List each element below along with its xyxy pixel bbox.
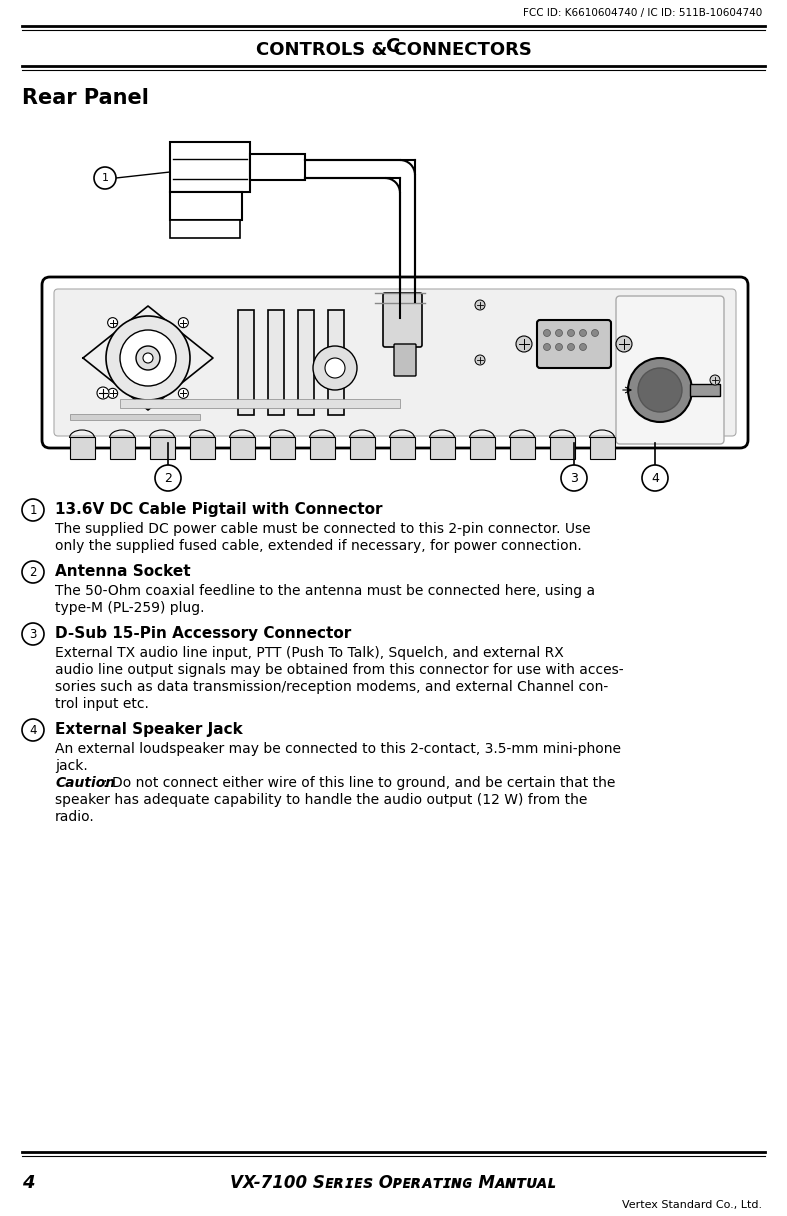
Text: 3: 3 bbox=[570, 472, 578, 484]
Text: 4: 4 bbox=[22, 1173, 35, 1192]
Circle shape bbox=[579, 343, 586, 350]
Bar bbox=[170, 220, 240, 238]
Text: jack.: jack. bbox=[55, 759, 87, 773]
Text: speaker has adequate capability to handle the audio output (12 W) from the: speaker has adequate capability to handl… bbox=[55, 793, 587, 807]
Circle shape bbox=[628, 358, 692, 422]
Bar bbox=[270, 437, 295, 458]
Bar bbox=[170, 192, 242, 220]
Circle shape bbox=[97, 387, 109, 399]
FancyBboxPatch shape bbox=[394, 344, 416, 376]
Bar bbox=[350, 437, 375, 458]
Text: 2: 2 bbox=[29, 565, 37, 579]
Bar bbox=[590, 437, 615, 458]
Text: type-M (PL-259) plug.: type-M (PL-259) plug. bbox=[55, 601, 205, 615]
Circle shape bbox=[22, 719, 44, 741]
Bar bbox=[430, 437, 455, 458]
Text: radio.: radio. bbox=[55, 810, 94, 824]
Bar bbox=[70, 437, 95, 458]
Text: D-Sub 15-Pin Accessory Connector: D-Sub 15-Pin Accessory Connector bbox=[55, 626, 351, 641]
Circle shape bbox=[136, 347, 160, 370]
Text: CONTROLS & CONNECTORS: CONTROLS & CONNECTORS bbox=[256, 41, 531, 60]
Circle shape bbox=[642, 465, 668, 491]
Circle shape bbox=[475, 300, 485, 310]
Text: The 50-Ohm coaxial feedline to the antenna must be connected here, using a: The 50-Ohm coaxial feedline to the anten… bbox=[55, 584, 595, 598]
Text: : Do not connect either wire of this line to ground, and be certain that the: : Do not connect either wire of this lin… bbox=[103, 776, 615, 790]
Bar bbox=[150, 437, 175, 458]
Text: C: C bbox=[386, 38, 401, 56]
Bar bbox=[250, 154, 305, 180]
Circle shape bbox=[313, 347, 357, 390]
Text: 3: 3 bbox=[29, 627, 37, 641]
Circle shape bbox=[475, 355, 485, 365]
Bar bbox=[238, 310, 254, 415]
Text: audio line output signals may be obtained from this connector for use with acces: audio line output signals may be obtaine… bbox=[55, 663, 623, 677]
Text: 4: 4 bbox=[651, 472, 659, 484]
Circle shape bbox=[120, 330, 176, 385]
Bar bbox=[690, 384, 720, 396]
Circle shape bbox=[567, 343, 575, 350]
Circle shape bbox=[108, 388, 117, 399]
Text: External Speaker Jack: External Speaker Jack bbox=[55, 722, 242, 737]
Circle shape bbox=[143, 353, 153, 364]
Text: External TX audio line input, PTT (Push To Talk), Squelch, and external RX: External TX audio line input, PTT (Push … bbox=[55, 646, 563, 660]
Text: only the supplied fused cable, extended if necessary, for power connection.: only the supplied fused cable, extended … bbox=[55, 539, 582, 553]
FancyBboxPatch shape bbox=[54, 289, 736, 437]
Text: trol input etc.: trol input etc. bbox=[55, 697, 149, 711]
Circle shape bbox=[544, 343, 550, 350]
Text: Antenna Socket: Antenna Socket bbox=[55, 564, 190, 579]
Text: sories such as data transmission/reception modems, and external Channel con-: sories such as data transmission/recepti… bbox=[55, 680, 608, 694]
Text: 13.6V DC Cable Pigtail with Connector: 13.6V DC Cable Pigtail with Connector bbox=[55, 502, 382, 517]
Bar bbox=[328, 310, 344, 415]
Circle shape bbox=[561, 465, 587, 491]
Bar bbox=[550, 437, 575, 458]
Bar bbox=[70, 413, 200, 420]
Circle shape bbox=[592, 330, 598, 337]
Bar bbox=[190, 437, 215, 458]
Circle shape bbox=[516, 336, 532, 351]
Circle shape bbox=[179, 388, 188, 399]
Circle shape bbox=[579, 330, 586, 337]
FancyBboxPatch shape bbox=[42, 277, 748, 447]
Circle shape bbox=[22, 623, 44, 644]
Circle shape bbox=[108, 317, 117, 327]
Bar bbox=[230, 437, 255, 458]
FancyBboxPatch shape bbox=[383, 293, 422, 347]
FancyBboxPatch shape bbox=[537, 320, 611, 368]
Bar bbox=[298, 310, 314, 415]
Circle shape bbox=[616, 336, 632, 351]
Text: Vertex Standard Co., Ltd.: Vertex Standard Co., Ltd. bbox=[622, 1200, 762, 1210]
Text: VX-7100 Sᴇʀɪᴇѕ Oᴘᴇʀᴀᴛɪɴɢ Mᴀɴᴛᴜᴀʟ: VX-7100 Sᴇʀɪᴇѕ Oᴘᴇʀᴀᴛɪɴɢ Mᴀɴᴛᴜᴀʟ bbox=[231, 1173, 556, 1192]
Text: 1: 1 bbox=[102, 173, 109, 182]
Text: Caution: Caution bbox=[55, 776, 115, 790]
Circle shape bbox=[179, 317, 188, 327]
Circle shape bbox=[556, 343, 563, 350]
Circle shape bbox=[710, 375, 720, 385]
Text: 2: 2 bbox=[164, 472, 172, 484]
FancyBboxPatch shape bbox=[616, 295, 724, 444]
Circle shape bbox=[638, 368, 682, 412]
Bar bbox=[390, 437, 415, 458]
Bar bbox=[310, 437, 335, 458]
Bar bbox=[470, 437, 495, 458]
Circle shape bbox=[567, 330, 575, 337]
Bar bbox=[510, 437, 535, 458]
Text: FCC ID: K6610604740 / IC ID: 511B-10604740: FCC ID: K6610604740 / IC ID: 511B-106047… bbox=[523, 9, 762, 18]
Circle shape bbox=[325, 358, 345, 378]
Bar bbox=[110, 437, 135, 458]
Circle shape bbox=[22, 561, 44, 582]
Text: An external loudspeaker may be connected to this 2-contact, 3.5-mm mini-phone: An external loudspeaker may be connected… bbox=[55, 742, 621, 756]
Circle shape bbox=[106, 316, 190, 400]
Text: The supplied DC power cable must be connected to this 2-pin connector. Use: The supplied DC power cable must be conn… bbox=[55, 522, 590, 536]
Text: Rear Panel: Rear Panel bbox=[22, 88, 149, 108]
Circle shape bbox=[155, 465, 181, 491]
Circle shape bbox=[556, 330, 563, 337]
Bar bbox=[170, 142, 250, 192]
Bar bbox=[268, 310, 284, 415]
Circle shape bbox=[94, 167, 116, 188]
Text: 4: 4 bbox=[29, 724, 37, 737]
Bar bbox=[120, 399, 400, 409]
Text: 1: 1 bbox=[29, 503, 37, 517]
Circle shape bbox=[544, 330, 550, 337]
Circle shape bbox=[22, 499, 44, 520]
